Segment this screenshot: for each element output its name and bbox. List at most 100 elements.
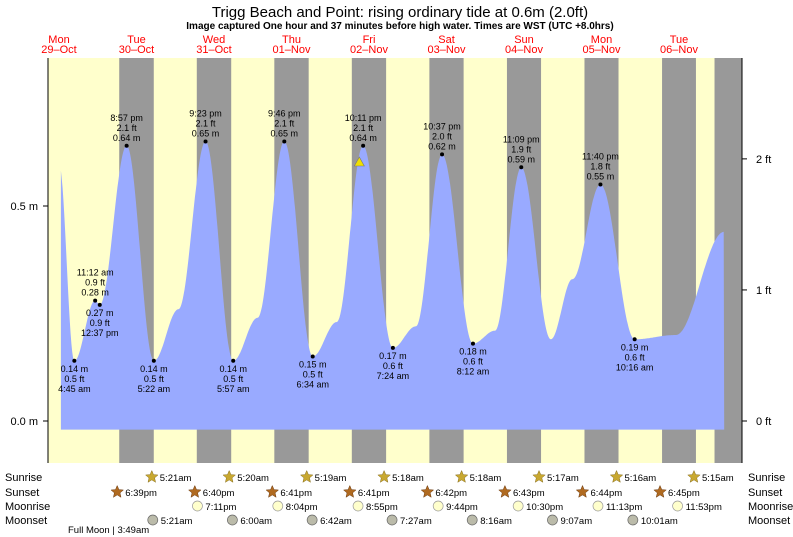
moonrise-icon bbox=[432, 500, 444, 512]
sunrise-icon bbox=[377, 469, 391, 483]
sunrise-time: 5:21am bbox=[160, 473, 192, 484]
axes: 0.0 m 0.5 m 0 ft 1 ft 2 ft bbox=[10, 58, 771, 463]
tide-extreme-label: 8:12 am bbox=[457, 367, 490, 377]
sunrise-time: 5:18am bbox=[470, 473, 502, 484]
right-tick-label: 2 ft bbox=[756, 154, 771, 166]
day-header-row: Mon29–OctTue30–OctWed31–OctThu01–NovFri0… bbox=[41, 34, 698, 56]
sunset-time: 6:41pm bbox=[280, 488, 312, 499]
tide-extreme-label: 0.64 m bbox=[113, 133, 141, 143]
tide-extreme-point bbox=[93, 298, 98, 303]
tide-extreme-label: 11:09 pm bbox=[503, 134, 540, 144]
moonrise-icon bbox=[512, 500, 524, 512]
tide-extreme-label: 0.15 m bbox=[299, 360, 327, 370]
tide-extreme-label: 11:12 am bbox=[77, 268, 114, 278]
sunset-time: 6:39pm bbox=[125, 488, 157, 499]
current-level-marker bbox=[353, 156, 365, 167]
moonset-icon bbox=[306, 514, 318, 526]
moonset-icon bbox=[466, 514, 478, 526]
tide-extreme-point bbox=[231, 358, 236, 363]
day-name: Mon bbox=[48, 34, 69, 46]
sunrise-icon bbox=[222, 469, 237, 483]
moonrise-time: 11:53pm bbox=[686, 502, 722, 513]
tide-extreme-label: 2.1 ft bbox=[353, 123, 374, 133]
moonrise-icon bbox=[672, 500, 683, 512]
right-tick-label: 0 ft bbox=[756, 416, 771, 428]
day-name: Sat bbox=[438, 34, 455, 46]
tide-extreme-label: 2.0 ft bbox=[432, 131, 453, 141]
tide-extreme-label: 0.18 m bbox=[459, 347, 487, 357]
moonrise-icon bbox=[592, 500, 604, 512]
day-date: 04–Nov bbox=[505, 44, 543, 56]
tide-extreme-label: 0.65 m bbox=[192, 129, 220, 139]
sunrise-time: 5:18am bbox=[392, 473, 424, 484]
day-date: 03–Nov bbox=[428, 44, 466, 56]
tide-extreme-point bbox=[598, 182, 603, 187]
moonset-time: 6:42am bbox=[320, 516, 352, 527]
day-name: Thu bbox=[282, 34, 301, 46]
tide-extreme-label: 1.9 ft bbox=[511, 144, 532, 154]
tide-extreme-label: 0.5 ft bbox=[144, 374, 165, 384]
sunrise-icon bbox=[299, 469, 314, 483]
tide-extreme-label: 6:34 am bbox=[296, 380, 329, 390]
day-date: 05–Nov bbox=[583, 44, 621, 56]
tide-extreme-label: 2.1 ft bbox=[196, 119, 217, 129]
sunrise-icon bbox=[609, 469, 624, 483]
sunset-icon bbox=[110, 484, 125, 498]
tide-extreme-label: 0.6 ft bbox=[463, 357, 484, 367]
moonset-icon bbox=[227, 514, 238, 526]
sunrise-row-label-right: Sunrise bbox=[748, 472, 785, 484]
day-name: Fri bbox=[363, 34, 376, 46]
sunset-icon bbox=[420, 484, 435, 498]
tide-extreme-label: 9:46 pm bbox=[268, 109, 301, 119]
day-name: Tue bbox=[127, 34, 146, 46]
tide-extreme-label: 10:11 pm bbox=[345, 113, 382, 123]
left-tick-label: 0.5 m bbox=[10, 201, 38, 213]
moonrise-row-label-left: Moonrise bbox=[5, 501, 50, 513]
tide-extreme-label: 7:24 am bbox=[377, 371, 410, 381]
tide-extreme-point bbox=[310, 354, 315, 359]
tide-extreme-point bbox=[440, 152, 445, 157]
tide-extreme-label: 0.5 ft bbox=[223, 374, 244, 384]
sunset-row-label-right: Sunset bbox=[748, 487, 782, 499]
tide-extreme-label: 10:16 am bbox=[616, 362, 654, 372]
day-date: 31–Oct bbox=[196, 44, 231, 56]
moonset-icon bbox=[627, 514, 639, 526]
sunset-icon bbox=[342, 484, 357, 498]
day-date: 29–Oct bbox=[41, 44, 76, 56]
moonrise-time: 8:55pm bbox=[366, 502, 398, 513]
moonrise-row-label-right: Moonrise bbox=[748, 501, 793, 513]
tide-extreme-label: 0.14 m bbox=[219, 364, 247, 374]
tide-extreme-point bbox=[282, 139, 287, 144]
left-tick-label: 0.0 m bbox=[10, 416, 38, 428]
chart-subtitle: Image captured One hour and 37 minutes b… bbox=[186, 21, 613, 32]
tide-extreme-label: 0.14 m bbox=[140, 364, 168, 374]
moonset-time: 5:21am bbox=[161, 516, 193, 527]
sunset-icon bbox=[498, 484, 512, 498]
moonrise-time: 11:13pm bbox=[606, 502, 642, 513]
tide-extreme-label: 1.8 ft bbox=[590, 162, 611, 172]
tide-extreme-label: 10:37 pm bbox=[423, 121, 461, 131]
sunset-time: 6:45pm bbox=[668, 488, 700, 499]
tide-area bbox=[60, 141, 725, 430]
tide-extreme-label: 0.64 m bbox=[349, 133, 377, 143]
sunrise-icon bbox=[454, 469, 469, 483]
sunrise-icon bbox=[144, 469, 159, 483]
tide-extreme-label: 2.1 ft bbox=[117, 123, 138, 133]
moonset-row-label-left: Moonset bbox=[5, 515, 47, 527]
day-date: 02–Nov bbox=[350, 44, 388, 56]
tide-extreme-label: 0.5 ft bbox=[303, 370, 324, 380]
sunset-row-label-left: Sunset bbox=[5, 487, 39, 499]
tide-extreme-label: 0.65 m bbox=[271, 129, 299, 139]
current-level-triangle bbox=[353, 156, 365, 167]
tide-extreme-label: 4:45 am bbox=[58, 384, 91, 394]
sunset-icon bbox=[575, 484, 590, 498]
sunset-time: 6:43pm bbox=[513, 488, 545, 499]
day-name: Tue bbox=[670, 34, 689, 46]
day-date: 30–Oct bbox=[119, 44, 154, 56]
moonset-time: 6:00am bbox=[240, 516, 272, 527]
tide-extreme-label: 0.9 ft bbox=[85, 278, 106, 288]
day-name: Sun bbox=[514, 34, 534, 46]
moonrise-time: 10:30pm bbox=[526, 502, 563, 513]
